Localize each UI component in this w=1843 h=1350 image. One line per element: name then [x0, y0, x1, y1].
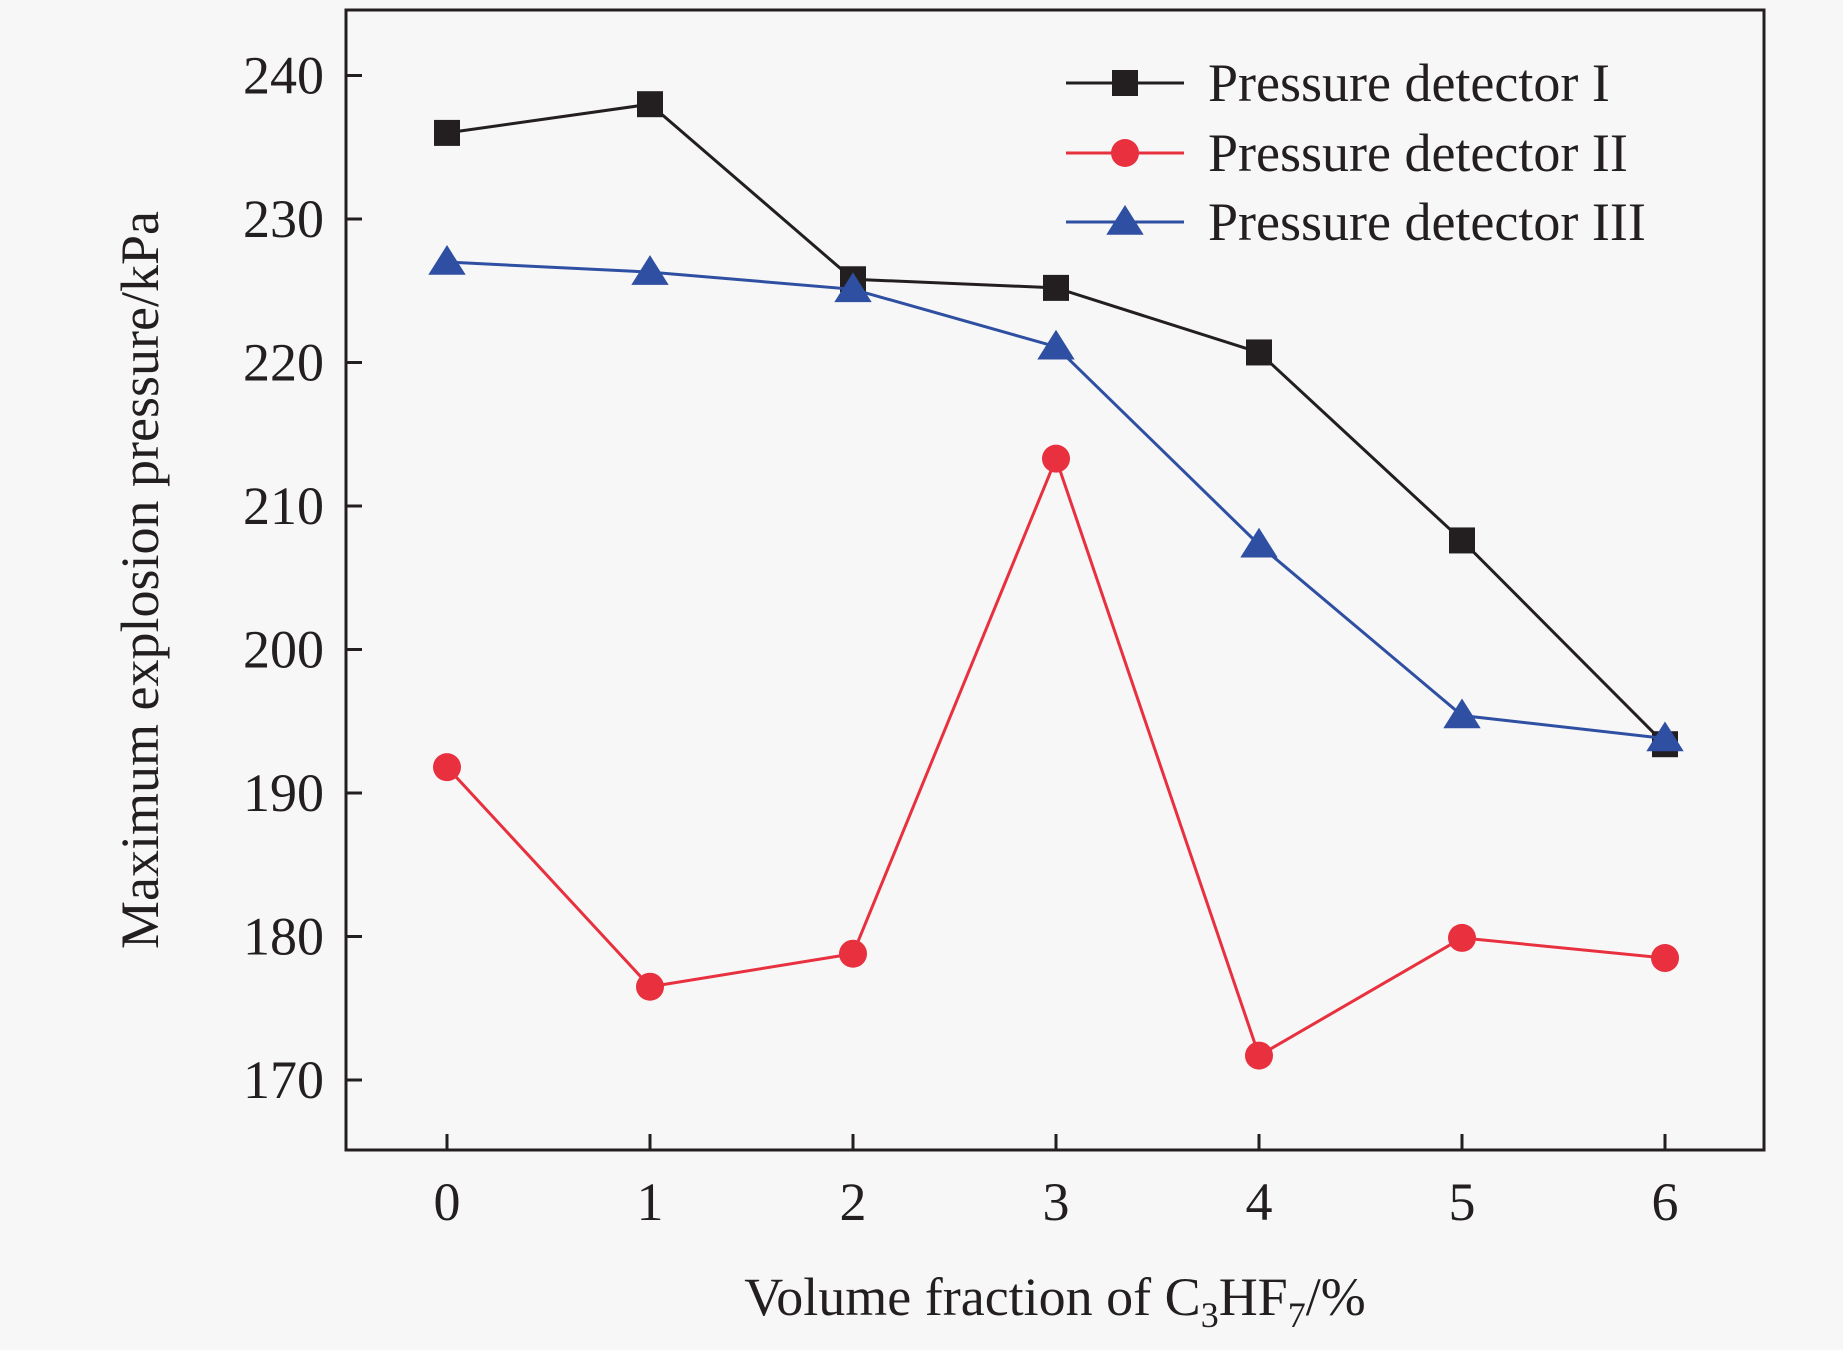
x-axis-title-mid: HF — [1219, 1267, 1288, 1327]
series-2-point — [1245, 1041, 1273, 1070]
series-1 — [434, 91, 1678, 758]
series-1-point — [434, 119, 460, 146]
x-tick-label: 4 — [1246, 1172, 1273, 1232]
x-axis-title: Volume fraction of C3HF7/% — [744, 1267, 1365, 1335]
x-axis-title-prefix: Volume fraction of C — [744, 1267, 1200, 1327]
y-axis-title: Maximum explosion pressure/kPa — [110, 211, 170, 949]
series-3 — [428, 245, 1684, 752]
y-tick-label: 190 — [243, 763, 324, 823]
legend: Pressure detector I Pressure detector II P… — [1066, 53, 1646, 252]
legend-label: Pressure detector II — [1208, 123, 1628, 183]
series-2-point — [1651, 944, 1679, 973]
series-2-point — [433, 753, 461, 782]
x-axis-title-sub1: 3 — [1201, 1295, 1219, 1335]
x-axis-ticks: 0 1 2 3 4 5 6 — [434, 1134, 1679, 1232]
series-3-point — [1037, 329, 1075, 360]
series-2-point — [839, 939, 867, 968]
y-tick-label: 180 — [243, 907, 324, 967]
series-2-line — [445, 454, 1666, 1058]
series-2-point — [636, 972, 664, 1001]
y-tick-label: 170 — [243, 1050, 324, 1110]
series-3-point — [1443, 698, 1481, 729]
series-layer — [428, 91, 1684, 1070]
series-3-point — [1240, 527, 1278, 558]
series-3-point — [631, 255, 669, 285]
x-axis-title-suffix: /% — [1306, 1267, 1366, 1327]
x-axis-title-sub2: 7 — [1288, 1295, 1306, 1335]
y-tick-label: 240 — [243, 46, 324, 106]
x-tick-label: 6 — [1652, 1172, 1679, 1232]
x-tick-label: 0 — [434, 1172, 461, 1232]
legend-marker — [1106, 205, 1144, 235]
series-1-point — [1246, 339, 1272, 366]
legend-item-2: Pressure detector II — [1066, 123, 1628, 183]
y-tick-label: 230 — [243, 189, 324, 249]
y-tick-label: 220 — [243, 333, 324, 393]
x-tick-label: 3 — [1043, 1172, 1070, 1232]
series-2-point — [1042, 444, 1070, 473]
legend-label: Pressure detector III — [1208, 192, 1646, 252]
series-2-point — [1448, 923, 1476, 952]
y-tick-label: 210 — [243, 476, 324, 536]
series-1-point — [1043, 274, 1069, 301]
series-3-point — [428, 245, 466, 275]
x-tick-label: 2 — [840, 1172, 867, 1232]
series-1-point — [637, 91, 663, 118]
legend-label: Pressure detector I — [1208, 53, 1610, 113]
legend-marker — [1111, 139, 1139, 167]
x-tick-label: 5 — [1449, 1172, 1476, 1232]
series-3-point — [834, 272, 872, 303]
series-1-point — [1449, 527, 1475, 554]
legend-item-1: Pressure detector I — [1066, 53, 1610, 113]
legend-item-3: Pressure detector III — [1066, 192, 1646, 252]
series-2 — [433, 444, 1679, 1070]
y-tick-label: 200 — [243, 620, 324, 680]
y-axis-ticks: 170 180 190 200 210 220 230 240 — [243, 46, 362, 1110]
x-tick-label: 1 — [637, 1172, 664, 1232]
series-3-point — [1646, 721, 1684, 752]
legend-marker — [1112, 70, 1138, 96]
